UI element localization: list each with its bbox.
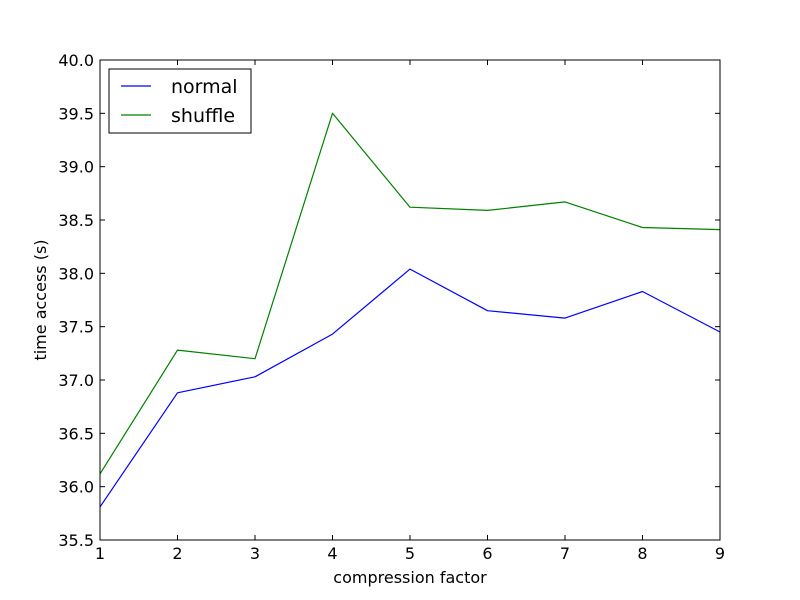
x-tick-label: 5 <box>405 544 415 563</box>
legend-frame <box>108 68 252 134</box>
legend: normal shuffle <box>108 68 252 134</box>
y-axis-label: time access (s) <box>31 239 50 360</box>
y-tick-label: 36.5 <box>58 424 94 443</box>
y-tick-label: 38.5 <box>58 211 94 230</box>
y-tick-label: 36.0 <box>58 478 94 497</box>
x-axis-label: compression factor <box>333 568 487 587</box>
series-line-shuffle <box>99 112 721 475</box>
series-layer <box>99 112 721 508</box>
y-tick-label: 35.5 <box>58 531 94 550</box>
x-tick-label: 8 <box>637 544 647 563</box>
legend-label-normal: normal <box>171 76 238 98</box>
x-tick-label: 3 <box>250 544 260 563</box>
y-tick-label: 39.0 <box>58 158 94 177</box>
x-tick-label: 7 <box>560 544 570 563</box>
y-tick-label: 40.0 <box>58 51 94 70</box>
series-line-normal <box>99 268 721 508</box>
legend-label-shuffle: shuffle <box>171 105 235 127</box>
y-tick-label: 39.5 <box>58 104 94 123</box>
x-tick-label: 9 <box>715 544 725 563</box>
y-axis-ticks: 35.5 36.0 36.5 37.0 37.5 38.0 38.5 39.0 39.5 40.0 <box>58 51 720 550</box>
x-tick-label: 6 <box>482 544 492 563</box>
x-tick-label: 4 <box>327 544 337 563</box>
y-tick-label: 37.5 <box>58 318 94 337</box>
x-axis-ticks: 1 2 3 4 5 6 7 8 9 <box>95 60 725 563</box>
x-tick-label: 1 <box>95 544 105 563</box>
y-tick-label: 38.0 <box>58 264 94 283</box>
x-tick-label: 2 <box>172 544 182 563</box>
y-tick-label: 37.0 <box>58 371 94 390</box>
